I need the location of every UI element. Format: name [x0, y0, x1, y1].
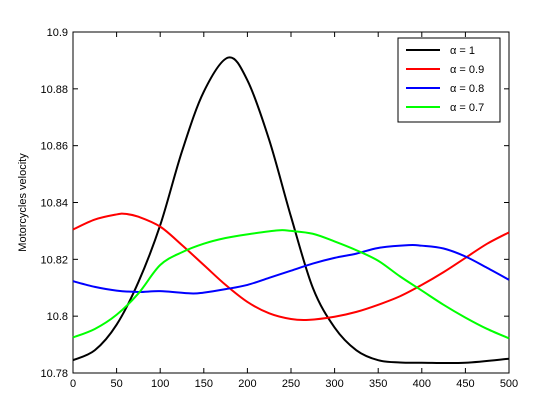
y-tick-label: 10.86 — [40, 141, 68, 153]
y-tick-label: 10.82 — [40, 254, 68, 266]
series-line-4 — [72, 229, 510, 340]
x-tick-label: 450 — [456, 378, 474, 390]
legend: α = 1 α = 0.9 α = 0.8 α = 0.7 — [397, 37, 501, 123]
x-tick-label: 300 — [325, 378, 343, 390]
x-tick-label: 500 — [500, 378, 518, 390]
legend-entry: α = 0.7 — [450, 102, 484, 114]
x-tick-label: 150 — [195, 378, 213, 390]
y-tick-label: 10.84 — [40, 198, 68, 210]
x-tick-label: 250 — [282, 378, 300, 390]
y-tick-label: 10.9 — [47, 27, 68, 39]
series-line-3 — [72, 243, 510, 295]
x-tick-label: 200 — [238, 378, 256, 390]
legend-entry: α = 1 — [450, 45, 475, 57]
plot-area: 0 50 100 150 200 250 300 350 400 450 500 10.78 10.8 1… — [40, 27, 518, 390]
x-tick-label: 100 — [151, 378, 169, 390]
x-tick-label: 350 — [369, 378, 387, 390]
legend-entry: α = 0.8 — [450, 83, 484, 95]
series-line-1 — [72, 56, 510, 365]
y-axis-label: Motorcycles velocity — [17, 153, 29, 252]
y-tick-label: 10.8 — [47, 311, 68, 323]
x-tick-label: 0 — [70, 378, 76, 390]
tick-layer: 0 50 100 150 200 250 300 350 400 450 500 10.78 10.8 1… — [40, 27, 518, 390]
series-line-2 — [72, 212, 510, 322]
x-tick-label: 50 — [110, 378, 122, 390]
legend-entry: α = 0.9 — [450, 64, 484, 76]
y-tick-label: 10.78 — [40, 368, 68, 380]
series-layer — [72, 56, 510, 365]
y-tick-label: 10.88 — [40, 84, 68, 96]
x-tick-label: 400 — [413, 378, 431, 390]
